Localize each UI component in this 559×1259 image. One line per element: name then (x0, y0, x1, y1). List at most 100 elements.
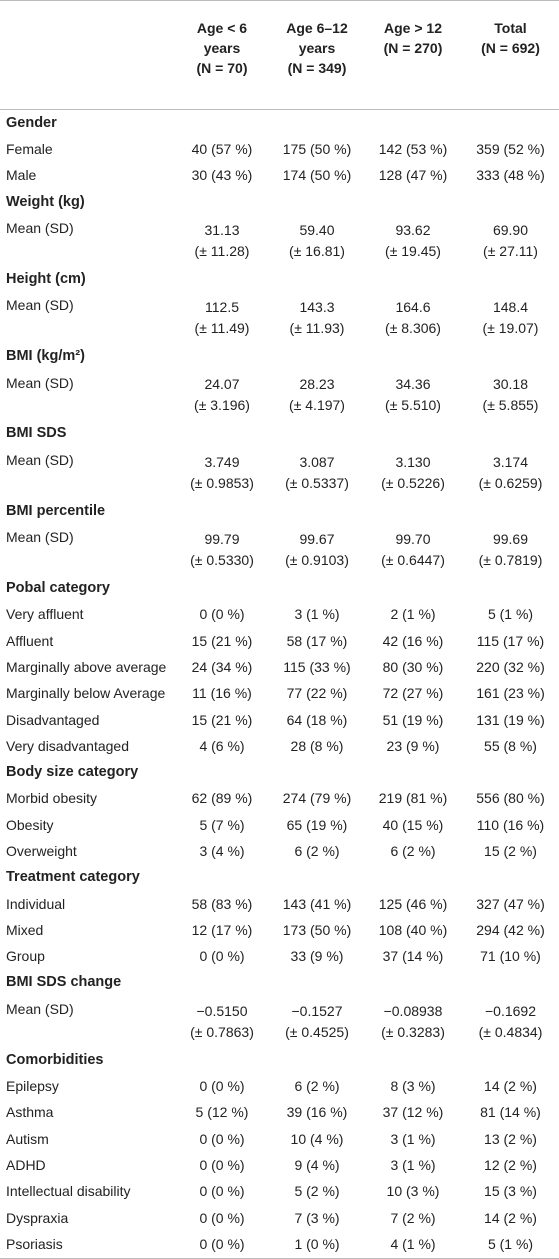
data-row: Morbid obesity 62 (89 %) 274 (79 %) 219 (81… (0, 786, 559, 812)
cell: 24.07 (± 3.196) (174, 370, 270, 421)
section-title: BMI percentile (6, 502, 106, 519)
cell: 0 (0 %) (174, 1179, 270, 1205)
cell-line: 99.79 (204, 530, 240, 547)
cell: 12 (17 %) (174, 917, 270, 943)
cell-line: 8 (3 %) (390, 1078, 436, 1095)
cell: 10 (3 %) (364, 1179, 462, 1205)
cell-line: 0 (0 %) (199, 1235, 245, 1252)
cell: 51 (19 %) (364, 707, 462, 733)
cell-line: 58 (17 %) (286, 632, 348, 649)
cell-line: 24.07 (204, 376, 240, 393)
cell: 14 (2 %) (462, 1073, 559, 1099)
cell-line: 28.23 (299, 376, 335, 393)
cell-line: (± 0.7819) (478, 551, 543, 568)
cell-line: 3 (1 %) (390, 1156, 436, 1173)
cell: 142 (53 %) (364, 136, 462, 162)
data-row: Marginally above average 24 (34 %) 115 (33… (0, 654, 559, 680)
cell: 5 (1 %) (462, 602, 559, 628)
cell: 125 (46 %) (364, 891, 462, 917)
cell-line: 3.130 (395, 453, 431, 470)
row-label: Male (6, 167, 37, 184)
cell: 14 (2 %) (462, 1205, 559, 1231)
cell-line: 175 (50 %) (282, 140, 352, 157)
cell: 80 (30 %) (364, 654, 462, 680)
cell-line: 4 (1 %) (390, 1235, 436, 1252)
cell-line: 42 (16 %) (382, 632, 444, 649)
cell: 31.13 (± 11.28) (174, 215, 270, 266)
column-header: Age 6–12 years (N = 349) (270, 0, 364, 110)
column-header: Age > 12 (N = 270) (364, 0, 462, 110)
data-row: Affluent 15 (21 %) 58 (17 %) 42 (16 %) 115 (… (0, 628, 559, 654)
cell: 11 (16 %) (174, 681, 270, 707)
cell: 69.90 (± 27.11) (462, 215, 559, 266)
cell: 4 (6 %) (174, 733, 270, 759)
cell-line: 14 (2 %) (484, 1078, 537, 1095)
data-row: Obesity 5 (7 %) 65 (19 %) 40 (15 %) 110 (16 … (0, 812, 559, 838)
section-row: BMI SDS (0, 421, 559, 447)
cell-line: 24 (34 %) (191, 658, 253, 675)
cell-line: 220 (32 %) (476, 658, 545, 675)
cell: 161 (23 %) (462, 681, 559, 707)
header-line: Total (494, 20, 527, 36)
cell-line: 34.36 (395, 376, 431, 393)
row-label: Female (6, 140, 53, 157)
section-title: Body size category (6, 764, 139, 781)
cell: 42 (16 %) (364, 628, 462, 654)
cell: 9 (4 %) (270, 1152, 364, 1178)
cell-line: 143.3 (299, 298, 335, 315)
cell: 128 (47 %) (364, 163, 462, 189)
cell: 40 (15 %) (364, 812, 462, 838)
section-row: BMI (kg/m²) (0, 343, 559, 369)
cell-line: 115 (33 %) (283, 658, 351, 675)
section-title: Pobal category (6, 580, 110, 597)
cell-line: 128 (47 %) (378, 167, 448, 184)
cell: 2 (1 %) (364, 602, 462, 628)
cell-line: −0.08938 (383, 1002, 443, 1019)
cell-line: 2 (1 %) (390, 606, 436, 623)
section-row: Treatment category (0, 865, 559, 891)
cell-line: (± 0.9853) (190, 474, 254, 491)
cell: 24 (34 %) (174, 654, 270, 680)
cell: 30.18 (± 5.855) (462, 370, 559, 421)
cell: 0 (0 %) (174, 1152, 270, 1178)
cell-line: 4 (6 %) (199, 737, 245, 754)
cell-line: 333 (48 %) (476, 167, 545, 184)
cell-line: 6 (2 %) (294, 842, 340, 859)
cell-line: 115 (17 %) (476, 632, 545, 649)
row-label: Mean (SD) (6, 1001, 74, 1018)
cell-line: −0.1692 (485, 1002, 536, 1019)
section-title: BMI SDS change (6, 974, 122, 991)
header-line: Age < 6 (196, 20, 248, 36)
cell-line: 556 (80 %) (476, 790, 545, 807)
cell-line: 59.40 (299, 221, 335, 238)
cell: 40 (57 %) (174, 136, 270, 162)
section-row: BMI percentile (0, 498, 559, 524)
cell-line: 37 (12 %) (382, 1104, 444, 1121)
cell: 148.4 (± 19.07) (462, 292, 559, 343)
header-line: (N = 270) (383, 40, 443, 56)
cell: 3 (4 %) (174, 838, 270, 864)
cell-line: 58 (83 %) (191, 895, 253, 912)
data-row: Epilepsy 0 (0 %) 6 (2 %) 8 (3 %) 14 (2 %) (0, 1073, 559, 1099)
cell: 175 (50 %) (270, 136, 364, 162)
cell-line: 148.4 (492, 298, 529, 315)
cell-line: 39 (16 %) (286, 1104, 348, 1121)
data-row: Female 40 (57 %) 175 (50 %) 142 (53 %) 359 (… (0, 136, 559, 162)
cell-line: 112.5 (205, 298, 239, 315)
cell-line: (± 0.6259) (478, 474, 543, 491)
cell: 3 (1 %) (364, 1126, 462, 1152)
cell-line: 5 (2 %) (294, 1183, 340, 1200)
cell: 37 (12 %) (364, 1100, 462, 1126)
cell: 0 (0 %) (174, 1073, 270, 1099)
header-line: (N = 70) (196, 60, 248, 76)
section-title: BMI SDS (6, 425, 67, 442)
cell: 99.79 (± 0.5330) (174, 524, 270, 575)
cell: 0 (0 %) (174, 944, 270, 970)
cell: 99.69 (± 0.7819) (462, 524, 559, 575)
header-line: (N = 349) (287, 60, 347, 76)
cell-line: 15 (3 %) (484, 1183, 537, 1200)
cell-line: 40 (57 %) (191, 140, 253, 157)
cell-line: 72 (27 %) (382, 685, 444, 702)
section-row: Pobal category (0, 575, 559, 601)
cell-line: 125 (46 %) (378, 895, 448, 912)
